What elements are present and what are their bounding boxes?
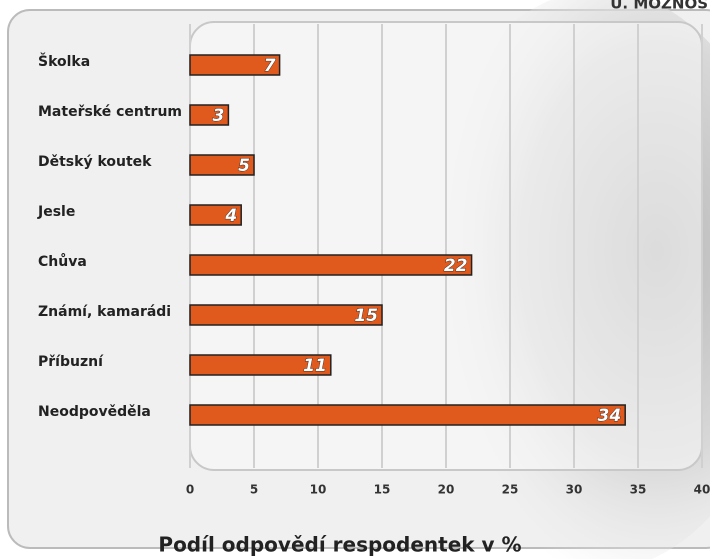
x-tick-label: 5 — [250, 483, 258, 497]
x-tick-label: 20 — [438, 483, 455, 497]
value-label: 22 — [444, 256, 468, 276]
value-label: 3 — [213, 106, 225, 126]
x-tick-label: 15 — [374, 483, 391, 497]
y-tick-label: Neodpověděla — [38, 404, 151, 420]
bar — [190, 405, 625, 425]
value-label: 15 — [354, 306, 378, 326]
x-axis-label: Podíl odpovědí respodentek v % — [158, 533, 521, 557]
y-tick-label: Mateřské centrum — [38, 104, 182, 120]
chart-title: U. MOŽNOS — [610, 0, 708, 13]
y-tick-label: Jesle — [37, 204, 75, 220]
x-tick-label: 25 — [502, 483, 519, 497]
x-tick-label: 35 — [630, 483, 647, 497]
value-label: 7 — [264, 56, 276, 76]
bar — [190, 305, 382, 325]
x-tick-label: 10 — [310, 483, 327, 497]
chart: U. MOŽNOS Podíl odpovědí respodentek v %… — [0, 0, 710, 559]
x-tick-label: 40 — [694, 483, 710, 497]
x-tick-label: 30 — [566, 483, 583, 497]
value-label: 11 — [303, 356, 327, 376]
value-label: 34 — [598, 406, 622, 426]
y-tick-label: Známí, kamarádi — [38, 304, 171, 320]
value-label: 4 — [224, 206, 237, 226]
y-tick-label: Chůva — [38, 253, 87, 270]
x-tick-label: 0 — [186, 483, 194, 497]
bar — [190, 255, 472, 275]
y-tick-label: Příbuzní — [38, 354, 104, 370]
y-tick-label: Dětský koutek — [38, 154, 152, 170]
y-tick-label: Školka — [38, 52, 90, 70]
value-label: 5 — [238, 156, 250, 176]
